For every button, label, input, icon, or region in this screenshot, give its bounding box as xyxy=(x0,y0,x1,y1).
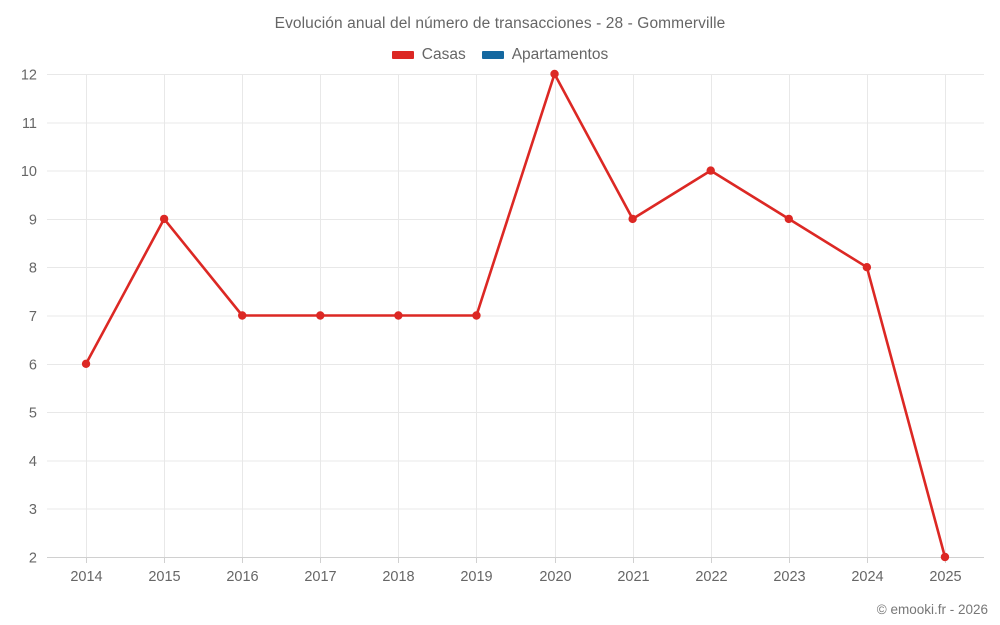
y-axis-tick-label: 9 xyxy=(29,212,37,228)
x-axis-tick-label: 2016 xyxy=(226,569,258,585)
x-axis-tick-label: 2021 xyxy=(617,569,649,585)
x-axis-tick-label: 2023 xyxy=(773,569,805,585)
x-axis-tick-label: 2018 xyxy=(382,569,414,585)
y-axis-tick-label: 6 xyxy=(29,357,37,373)
legend-item-casas[interactable]: Casas xyxy=(391,46,466,64)
x-axis-tick-label: 2015 xyxy=(148,569,180,585)
x-axis-tick-label: 2024 xyxy=(851,569,883,585)
legend-swatch-apartamentos-icon xyxy=(481,51,504,59)
x-axis-tick-label: 2019 xyxy=(460,569,492,585)
data-point-casas[interactable] xyxy=(159,214,169,224)
y-axis-tick-label: 8 xyxy=(29,261,37,277)
data-point-casas[interactable] xyxy=(550,69,559,79)
y-axis-tick-label: 10 xyxy=(21,164,37,180)
series-line-casas xyxy=(84,72,947,559)
legend-label-apartamentos: Apartamentos xyxy=(511,46,609,63)
data-point-casas[interactable] xyxy=(862,263,872,272)
legend-label-casas: Casas xyxy=(421,46,466,63)
data-point-casas[interactable] xyxy=(706,166,715,175)
data-point-casas[interactable] xyxy=(784,214,793,224)
data-point-casas[interactable] xyxy=(940,552,950,562)
y-axis-tick-label: 11 xyxy=(22,116,37,132)
chart-legend: Casas Apartamentos xyxy=(0,44,1000,66)
y-axis-tick-label: 2 xyxy=(29,551,37,567)
footer-credit: © emooki.fr - 2026 xyxy=(876,602,988,617)
x-axis-tick-label: 2017 xyxy=(304,569,336,585)
chart-title: Evolución anual del número de transaccio… xyxy=(274,15,726,32)
legend-swatch-casas-icon xyxy=(391,51,414,59)
x-axis-tick-label: 2014 xyxy=(70,569,102,585)
y-axis-tick-label: 3 xyxy=(29,502,37,518)
x-axis-tick-label: 2025 xyxy=(929,569,961,585)
data-point-casas[interactable] xyxy=(472,311,481,320)
data-point-casas[interactable] xyxy=(316,311,325,320)
data-point-casas[interactable] xyxy=(628,214,637,224)
y-axis-tick-label: 7 xyxy=(29,309,37,325)
y-axis-tick-label: 4 xyxy=(29,454,37,470)
data-point-casas[interactable] xyxy=(81,359,91,368)
data-point-casas[interactable] xyxy=(238,311,247,320)
x-axis-tick-label: 2022 xyxy=(695,569,727,585)
y-axis-tick-label: 5 xyxy=(29,406,37,422)
x-axis-tick-label: 2020 xyxy=(539,569,571,585)
data-point-casas[interactable] xyxy=(394,311,403,320)
y-axis-tick-label: 12 xyxy=(21,68,37,84)
legend-item-apartamentos[interactable]: Apartamentos xyxy=(481,46,609,64)
